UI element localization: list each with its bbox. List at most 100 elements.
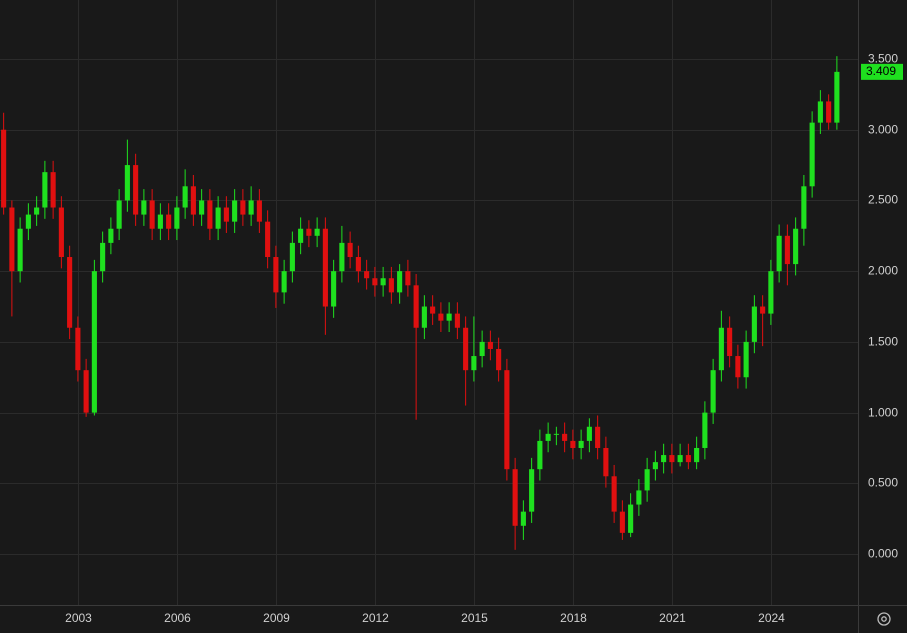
candle-body	[25, 214, 31, 229]
candle-body	[58, 207, 64, 258]
candle-body	[809, 122, 815, 187]
candle-body	[174, 207, 180, 229]
candle-body	[438, 313, 444, 321]
candle-body	[784, 235, 790, 265]
candle-body	[694, 447, 700, 463]
candle-body	[430, 306, 436, 314]
y-tick-label: 0.000	[868, 547, 898, 561]
y-tick-label: 3.000	[868, 123, 898, 137]
candle-body	[91, 271, 97, 413]
candle-body	[793, 228, 799, 265]
candle-body	[108, 228, 114, 243]
candle-body	[636, 490, 642, 505]
candle-body	[446, 313, 452, 321]
candle-body	[17, 228, 23, 272]
candle-body	[776, 235, 782, 272]
candle-body	[537, 440, 543, 470]
candle-body	[735, 356, 741, 378]
candle-body	[496, 348, 502, 371]
candle-body	[100, 242, 106, 272]
candle-body	[471, 356, 477, 371]
y-tick-label: 1.000	[868, 406, 898, 420]
candle-body	[207, 200, 213, 229]
candle-body	[289, 242, 295, 272]
candle-body	[413, 285, 419, 328]
candle-body	[553, 433, 559, 435]
x-tick-label: 2018	[560, 611, 587, 625]
candle-body	[149, 200, 155, 229]
candle-body	[199, 200, 205, 215]
candle-body	[760, 306, 766, 314]
candle-body	[355, 257, 361, 272]
candle-body	[644, 469, 650, 491]
x-tick-label: 2006	[164, 611, 191, 625]
candle-body	[232, 200, 238, 222]
candle-body	[388, 278, 394, 293]
candle-body	[50, 172, 56, 208]
x-tick-label: 2003	[65, 611, 92, 625]
candle-body	[768, 271, 774, 314]
candle-body	[306, 228, 312, 236]
candle-body	[298, 228, 304, 243]
candle-body	[364, 271, 370, 279]
candle-body	[182, 186, 188, 208]
candle-body	[380, 278, 386, 286]
x-tick-label: 2009	[263, 611, 290, 625]
candle-body	[405, 271, 411, 286]
x-tick-label: 2015	[461, 611, 488, 625]
candle-body	[628, 504, 634, 533]
candle-body	[826, 101, 832, 123]
candle-body	[314, 228, 320, 236]
candle-body	[166, 214, 172, 229]
candle-body	[190, 186, 196, 215]
candle-body	[273, 257, 279, 293]
candle-body	[223, 207, 229, 222]
candle-body	[611, 476, 617, 512]
candle-body	[421, 306, 427, 328]
candle-body	[240, 200, 246, 215]
y-tick-label: 2.500	[868, 193, 898, 207]
candle-body	[834, 71, 840, 123]
candle-body	[562, 433, 568, 441]
icon-core	[881, 616, 887, 622]
candle-body	[215, 207, 221, 229]
candle-body	[75, 327, 81, 371]
candle-body	[677, 455, 683, 463]
candle-body	[141, 200, 147, 215]
y-tick-label: 0.500	[868, 476, 898, 490]
candle-body	[397, 271, 403, 293]
candle-body	[652, 462, 658, 470]
candle-body	[463, 327, 469, 371]
candle-body	[801, 186, 807, 229]
candle-body	[265, 221, 271, 258]
candle-body	[504, 370, 510, 470]
last-price-box	[861, 63, 903, 80]
candle-body	[586, 426, 592, 441]
candle-body	[454, 313, 460, 328]
candle-body	[570, 440, 576, 448]
candle-body	[487, 341, 493, 349]
candle-body	[619, 511, 625, 533]
candle-body	[347, 242, 353, 258]
candle-body	[529, 469, 535, 512]
last-price-label: 3.409	[866, 64, 896, 78]
candle-body	[479, 341, 485, 357]
candle-body	[817, 101, 823, 123]
y-tick-label: 2.000	[868, 264, 898, 278]
candle-body	[578, 440, 584, 448]
candle-body	[133, 165, 139, 215]
candle-body	[743, 341, 749, 378]
candle-body	[661, 455, 667, 463]
candle-body	[1, 129, 7, 208]
settings-icon[interactable]	[877, 612, 891, 626]
candle-body	[512, 469, 518, 526]
candle-body	[751, 306, 757, 342]
candle-body	[281, 271, 287, 293]
candle-body	[248, 200, 254, 215]
candle-body	[603, 447, 609, 477]
candle-body	[339, 242, 345, 272]
candle-body	[727, 327, 733, 357]
candle-body	[718, 327, 724, 371]
x-tick-label: 2012	[362, 611, 389, 625]
